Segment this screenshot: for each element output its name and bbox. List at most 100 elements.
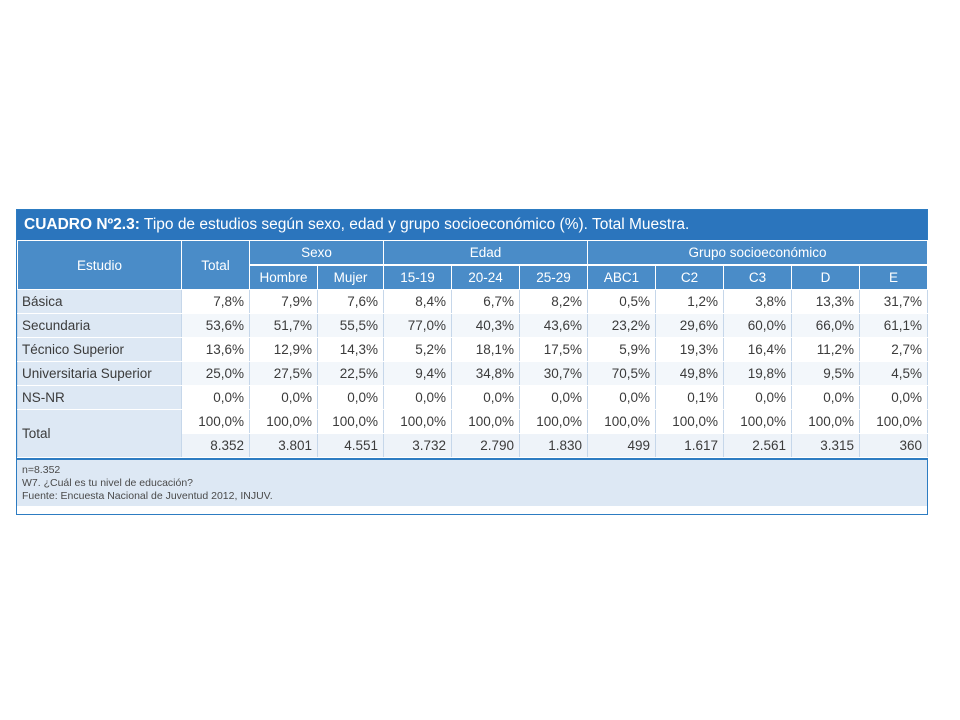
table-title: CUADRO Nº2.3: Tipo de estudios según sex… [17, 210, 927, 240]
table-cell: 0,0% [383, 385, 452, 410]
table-cell: 49,8% [655, 361, 725, 386]
total-percent-cell: 100,0% [181, 409, 250, 434]
table-notes: n=8.352 W7. ¿Cuál es tu nivel de educaci… [17, 458, 927, 506]
header-column: 25-29 [518, 264, 589, 290]
table-cell: 1,2% [655, 289, 725, 314]
table-cell: 43,6% [518, 313, 589, 338]
note-question: W7. ¿Cuál es tu nivel de educación? [22, 477, 194, 489]
table-cell: 0,0% [723, 385, 793, 410]
total-percent-cell: 100,0% [859, 409, 929, 434]
total-row-count: 8.352 3.801 4.551 3.732 2.790 1.830 499 1.617 2.… [18, 433, 929, 458]
table-cell: 11,2% [791, 337, 861, 362]
header-column: C2 [655, 264, 725, 290]
table-cell: 53,6% [181, 313, 250, 338]
total-row-percent: Total 100,0% 100,0% 100,0% 100,0% 100,0% 100,0… [17, 409, 929, 458]
table-cell: 61,1% [859, 313, 929, 338]
total-count-cell: 3.732 [383, 433, 452, 458]
table-cell: 23,2% [587, 313, 657, 338]
table-cell: 13,3% [791, 289, 861, 314]
table-cell: 66,0% [791, 313, 861, 338]
table-cell: 0,0% [451, 385, 520, 410]
table-cell: 60,0% [723, 313, 793, 338]
table-row: Universitaria Superior 25,0% 27,5% 22,5% 9,4… [17, 361, 929, 386]
data-table-card: CUADRO Nº2.3: Tipo de estudios según sex… [16, 209, 929, 515]
table-cell: 0,0% [518, 385, 589, 410]
table-cell: 6,7% [451, 289, 520, 314]
note-sample-size: n=8.352 [22, 464, 61, 476]
table-cell: 9,4% [383, 361, 452, 386]
header-column: E [859, 264, 929, 290]
header-column: 20-24 [451, 264, 520, 290]
note-source: Fuente: Encuesta Nacional de Juventud 20… [22, 490, 273, 502]
total-percent-cell: 100,0% [655, 409, 725, 434]
table-cell: 0,1% [655, 385, 725, 410]
total-percent-cell: 100,0% [518, 409, 589, 434]
total-count-cell: 8.352 [181, 433, 250, 458]
row-label: Básica [17, 289, 182, 314]
table-cell: 55,5% [317, 313, 384, 338]
table-cell: 8,4% [383, 289, 452, 314]
header-column: Mujer [317, 264, 384, 290]
header-group-sexo: Sexo [249, 240, 384, 266]
table-row: NS-NR 0,0% 0,0% 0,0% 0,0% 0,0% 0,0% 0,0% 0,1% 0,0… [17, 385, 929, 410]
table-cell: 77,0% [383, 313, 452, 338]
table-cell: 31,7% [859, 289, 929, 314]
total-percent-cell: 100,0% [723, 409, 793, 434]
table-cell: 18,1% [451, 337, 520, 362]
table-cell: 8,2% [518, 289, 589, 314]
table-cell: 5,9% [587, 337, 657, 362]
table-cell: 12,9% [249, 337, 318, 362]
total-percent-cell: 100,0% [587, 409, 657, 434]
row-label: Técnico Superior [17, 337, 182, 362]
header-column: C3 [723, 264, 793, 290]
total-percent-cell: 100,0% [317, 409, 384, 434]
table-cell: 0,0% [791, 385, 861, 410]
total-count-cell: 1.830 [518, 433, 589, 458]
table-cell: 51,7% [249, 313, 318, 338]
total-percent-cell: 100,0% [383, 409, 452, 434]
table-cell: 19,8% [723, 361, 793, 386]
table-row: Básica 7,8% 7,9% 7,6% 8,4% 6,7% 8,2% 0,5% 1,2% 3,… [17, 289, 929, 314]
table-cell: 0,0% [859, 385, 929, 410]
table-cell: 29,6% [655, 313, 725, 338]
table-cell: 30,7% [518, 361, 589, 386]
header-column: ABC1 [587, 264, 657, 290]
data-table: Estudio Total Sexo Edad Grupo socioeconó… [17, 240, 929, 458]
header-group-gse: Grupo socioeconómico [587, 240, 929, 266]
table-title-text: Tipo de estudios según sexo, edad y grup… [139, 216, 690, 233]
table-cell: 0,5% [587, 289, 657, 314]
total-percent-cell: 100,0% [249, 409, 318, 434]
table-cell: 19,3% [655, 337, 725, 362]
header-row-columns: Hombre Mujer 15-19 20-24 25-29 ABC1 C2 C3 D E [18, 264, 929, 290]
row-label: Universitaria Superior [17, 361, 182, 386]
row-label: Secundaria [17, 313, 182, 338]
table-cell: 22,5% [317, 361, 384, 386]
header-column: Hombre [249, 264, 318, 290]
header-group-edad: Edad [382, 240, 589, 266]
table-cell: 3,8% [723, 289, 793, 314]
table-cell: 0,0% [317, 385, 384, 410]
table-cell: 2,7% [859, 337, 929, 362]
total-count-cell: 2.561 [723, 433, 793, 458]
row-label: NS-NR [17, 385, 182, 410]
header-total: Total [181, 240, 250, 290]
total-count-cell: 3.801 [249, 433, 318, 458]
table-cell: 16,4% [723, 337, 793, 362]
total-count-cell: 3.315 [791, 433, 861, 458]
table-body: Básica 7,8% 7,9% 7,6% 8,4% 6,7% 8,2% 0,5% 1,2% 3,… [17, 289, 929, 458]
table-cell: 25,0% [181, 361, 250, 386]
total-count-cell: 360 [859, 433, 929, 458]
table-cell: 70,5% [587, 361, 657, 386]
table-cell: 5,2% [383, 337, 452, 362]
total-count-cell: 2.790 [451, 433, 520, 458]
header-column: D [791, 264, 861, 290]
table-cell: 0,0% [181, 385, 250, 410]
table-cell: 0,0% [249, 385, 318, 410]
table-cell: 27,5% [249, 361, 318, 386]
table-cell: 7,8% [181, 289, 250, 314]
table-title-prefix: CUADRO Nº2.3: [24, 216, 140, 233]
table-cell: 14,3% [317, 337, 384, 362]
table-cell: 17,5% [518, 337, 589, 362]
table-cell: 34,8% [451, 361, 520, 386]
header-column: 15-19 [383, 264, 452, 290]
